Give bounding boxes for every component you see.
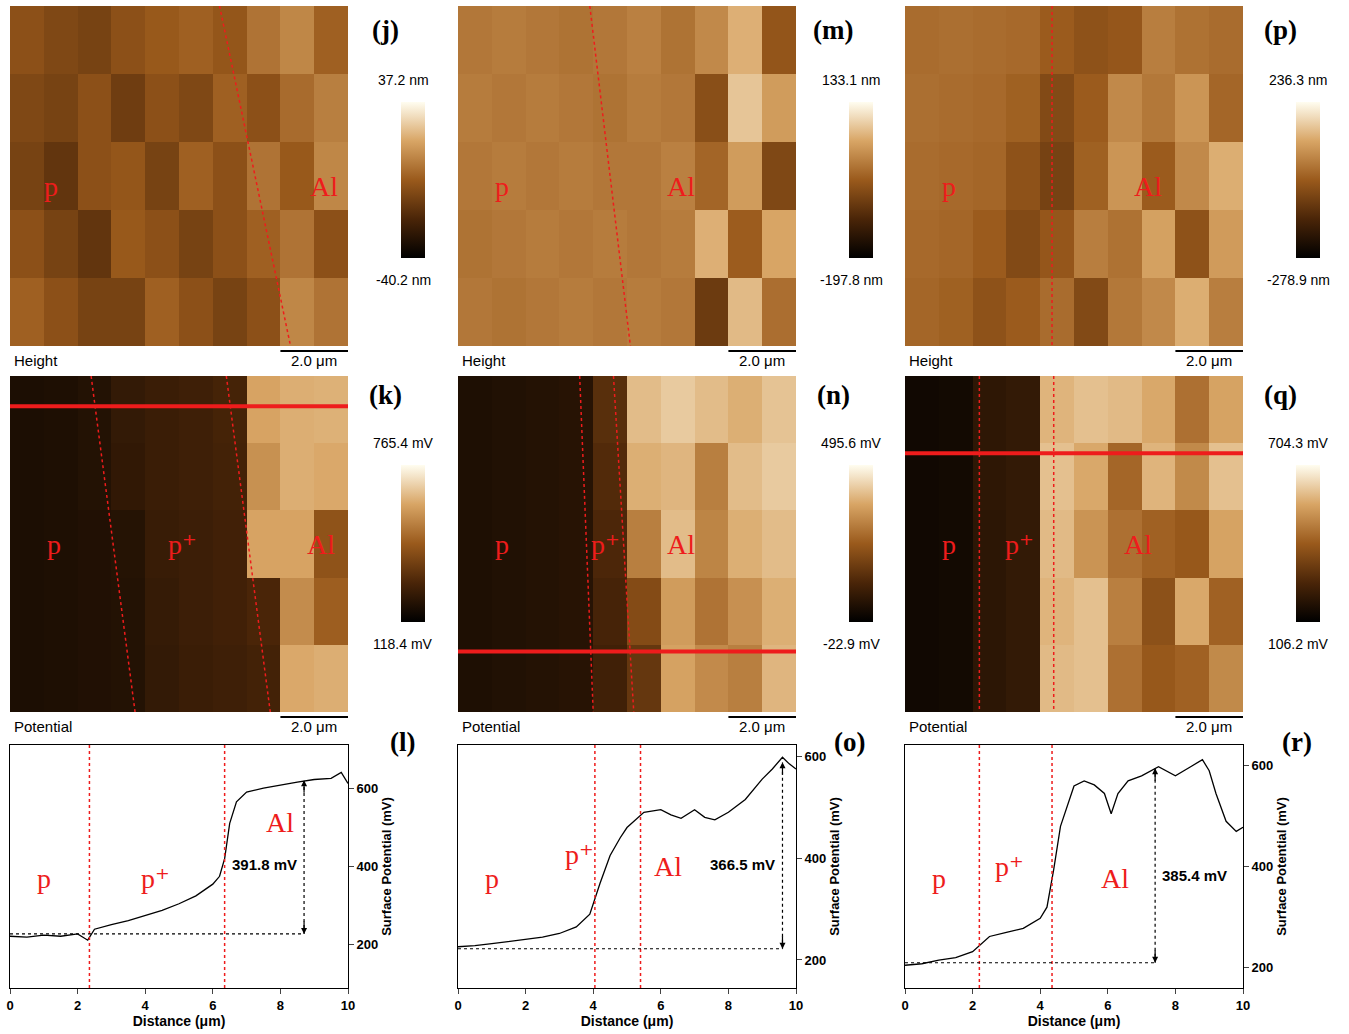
svg-text:(m): (m) <box>813 15 853 45</box>
svg-text:391.8 mV: 391.8 mV <box>232 856 297 873</box>
svg-text:p⁺: p⁺ <box>995 851 1024 882</box>
svg-text:0: 0 <box>901 998 908 1013</box>
svg-text:Potential: Potential <box>462 718 520 735</box>
svg-text:Al: Al <box>266 807 294 838</box>
svg-text:0: 0 <box>454 998 461 1013</box>
svg-text:704.3 mV: 704.3 mV <box>1268 435 1329 451</box>
svg-text:Al: Al <box>1124 529 1152 560</box>
svg-text:600: 600 <box>357 781 379 796</box>
svg-text:4: 4 <box>1037 998 1045 1013</box>
svg-text:(o): (o) <box>834 727 865 757</box>
svg-text:p⁺: p⁺ <box>1005 529 1034 560</box>
svg-text:Distance (μm): Distance (μm) <box>581 1013 674 1029</box>
svg-text:-278.9 nm: -278.9 nm <box>1267 272 1330 288</box>
svg-text:2.0 μm: 2.0 μm <box>739 352 785 369</box>
svg-text:0: 0 <box>6 998 13 1013</box>
svg-text:6: 6 <box>1104 998 1111 1013</box>
svg-text:37.2 nm: 37.2 nm <box>378 72 429 88</box>
svg-text:Height: Height <box>14 352 58 369</box>
svg-text:4: 4 <box>142 998 150 1013</box>
svg-text:200: 200 <box>357 937 379 952</box>
svg-text:6: 6 <box>657 998 664 1013</box>
svg-text:Distance (μm): Distance (μm) <box>1028 1013 1121 1029</box>
svg-text:8: 8 <box>725 998 732 1013</box>
svg-text:200: 200 <box>805 953 827 968</box>
svg-text:2.0 μm: 2.0 μm <box>291 718 337 735</box>
svg-text:495.6 mV: 495.6 mV <box>821 435 882 451</box>
svg-text:Height: Height <box>909 352 953 369</box>
svg-text:-197.8 nm: -197.8 nm <box>820 272 883 288</box>
svg-text:-40.2 nm: -40.2 nm <box>376 272 431 288</box>
svg-text:2: 2 <box>74 998 81 1013</box>
svg-text:-22.9 mV: -22.9 mV <box>823 636 880 652</box>
svg-text:(r): (r) <box>1282 727 1312 757</box>
svg-text:(j): (j) <box>372 15 399 45</box>
svg-text:Al: Al <box>667 171 695 202</box>
svg-text:p: p <box>932 863 946 894</box>
svg-text:4: 4 <box>590 998 598 1013</box>
svg-text:(p): (p) <box>1264 15 1297 45</box>
svg-text:8: 8 <box>277 998 284 1013</box>
svg-text:Potential: Potential <box>909 718 967 735</box>
svg-text:10: 10 <box>1236 998 1250 1013</box>
svg-text:400: 400 <box>805 851 827 866</box>
svg-text:p: p <box>495 171 509 202</box>
svg-text:8: 8 <box>1172 998 1179 1013</box>
svg-text:10: 10 <box>341 998 355 1013</box>
svg-text:600: 600 <box>805 749 827 764</box>
svg-text:10: 10 <box>789 998 803 1013</box>
svg-text:2.0 μm: 2.0 μm <box>1186 352 1232 369</box>
svg-text:Height: Height <box>462 352 506 369</box>
svg-text:p: p <box>44 171 58 202</box>
svg-text:Al: Al <box>310 171 338 202</box>
svg-text:Al: Al <box>307 529 335 560</box>
svg-text:Potential: Potential <box>14 718 72 735</box>
svg-text:(q): (q) <box>1264 380 1297 410</box>
svg-text:Al: Al <box>1101 863 1129 894</box>
svg-text:106.2 mV: 106.2 mV <box>1268 636 1329 652</box>
svg-text:765.4 mV: 765.4 mV <box>373 435 434 451</box>
svg-text:2: 2 <box>969 998 976 1013</box>
svg-text:p: p <box>942 529 956 560</box>
svg-text:400: 400 <box>1252 859 1274 874</box>
svg-text:p: p <box>495 529 509 560</box>
svg-text:Surface Potential (mV): Surface Potential (mV) <box>827 797 842 936</box>
svg-text:Surface Potential (mV): Surface Potential (mV) <box>379 797 394 936</box>
svg-text:118.4 mV: 118.4 mV <box>373 636 433 652</box>
svg-text:400: 400 <box>357 859 379 874</box>
svg-text:p: p <box>47 529 61 560</box>
svg-text:2.0 μm: 2.0 μm <box>291 352 337 369</box>
svg-text:236.3 nm: 236.3 nm <box>1269 72 1327 88</box>
svg-text:Al: Al <box>667 529 695 560</box>
svg-text:(n): (n) <box>817 380 850 410</box>
svg-text:p⁺: p⁺ <box>141 863 170 894</box>
svg-text:p⁺: p⁺ <box>591 529 620 560</box>
svg-text:366.5 mV: 366.5 mV <box>710 856 775 873</box>
svg-text:2: 2 <box>522 998 529 1013</box>
svg-text:133.1 nm: 133.1 nm <box>822 72 880 88</box>
svg-text:(l): (l) <box>390 727 415 757</box>
svg-text:p⁺: p⁺ <box>168 529 197 560</box>
svg-text:p: p <box>942 171 956 202</box>
svg-text:385.4 mV: 385.4 mV <box>1162 867 1227 884</box>
svg-text:600: 600 <box>1252 758 1274 773</box>
svg-text:Distance (μm): Distance (μm) <box>133 1013 226 1029</box>
svg-text:p: p <box>37 863 51 894</box>
svg-text:Al: Al <box>654 851 682 882</box>
svg-text:Surface Potential (mV): Surface Potential (mV) <box>1274 797 1289 936</box>
svg-text:200: 200 <box>1252 960 1274 975</box>
svg-text:2.0 μm: 2.0 μm <box>1186 718 1232 735</box>
svg-text:Al: Al <box>1134 171 1162 202</box>
svg-text:6: 6 <box>209 998 216 1013</box>
svg-text:p: p <box>485 863 499 894</box>
svg-text:2.0 μm: 2.0 μm <box>739 718 785 735</box>
svg-text:p⁺: p⁺ <box>565 839 594 870</box>
svg-text:(k): (k) <box>369 380 402 410</box>
